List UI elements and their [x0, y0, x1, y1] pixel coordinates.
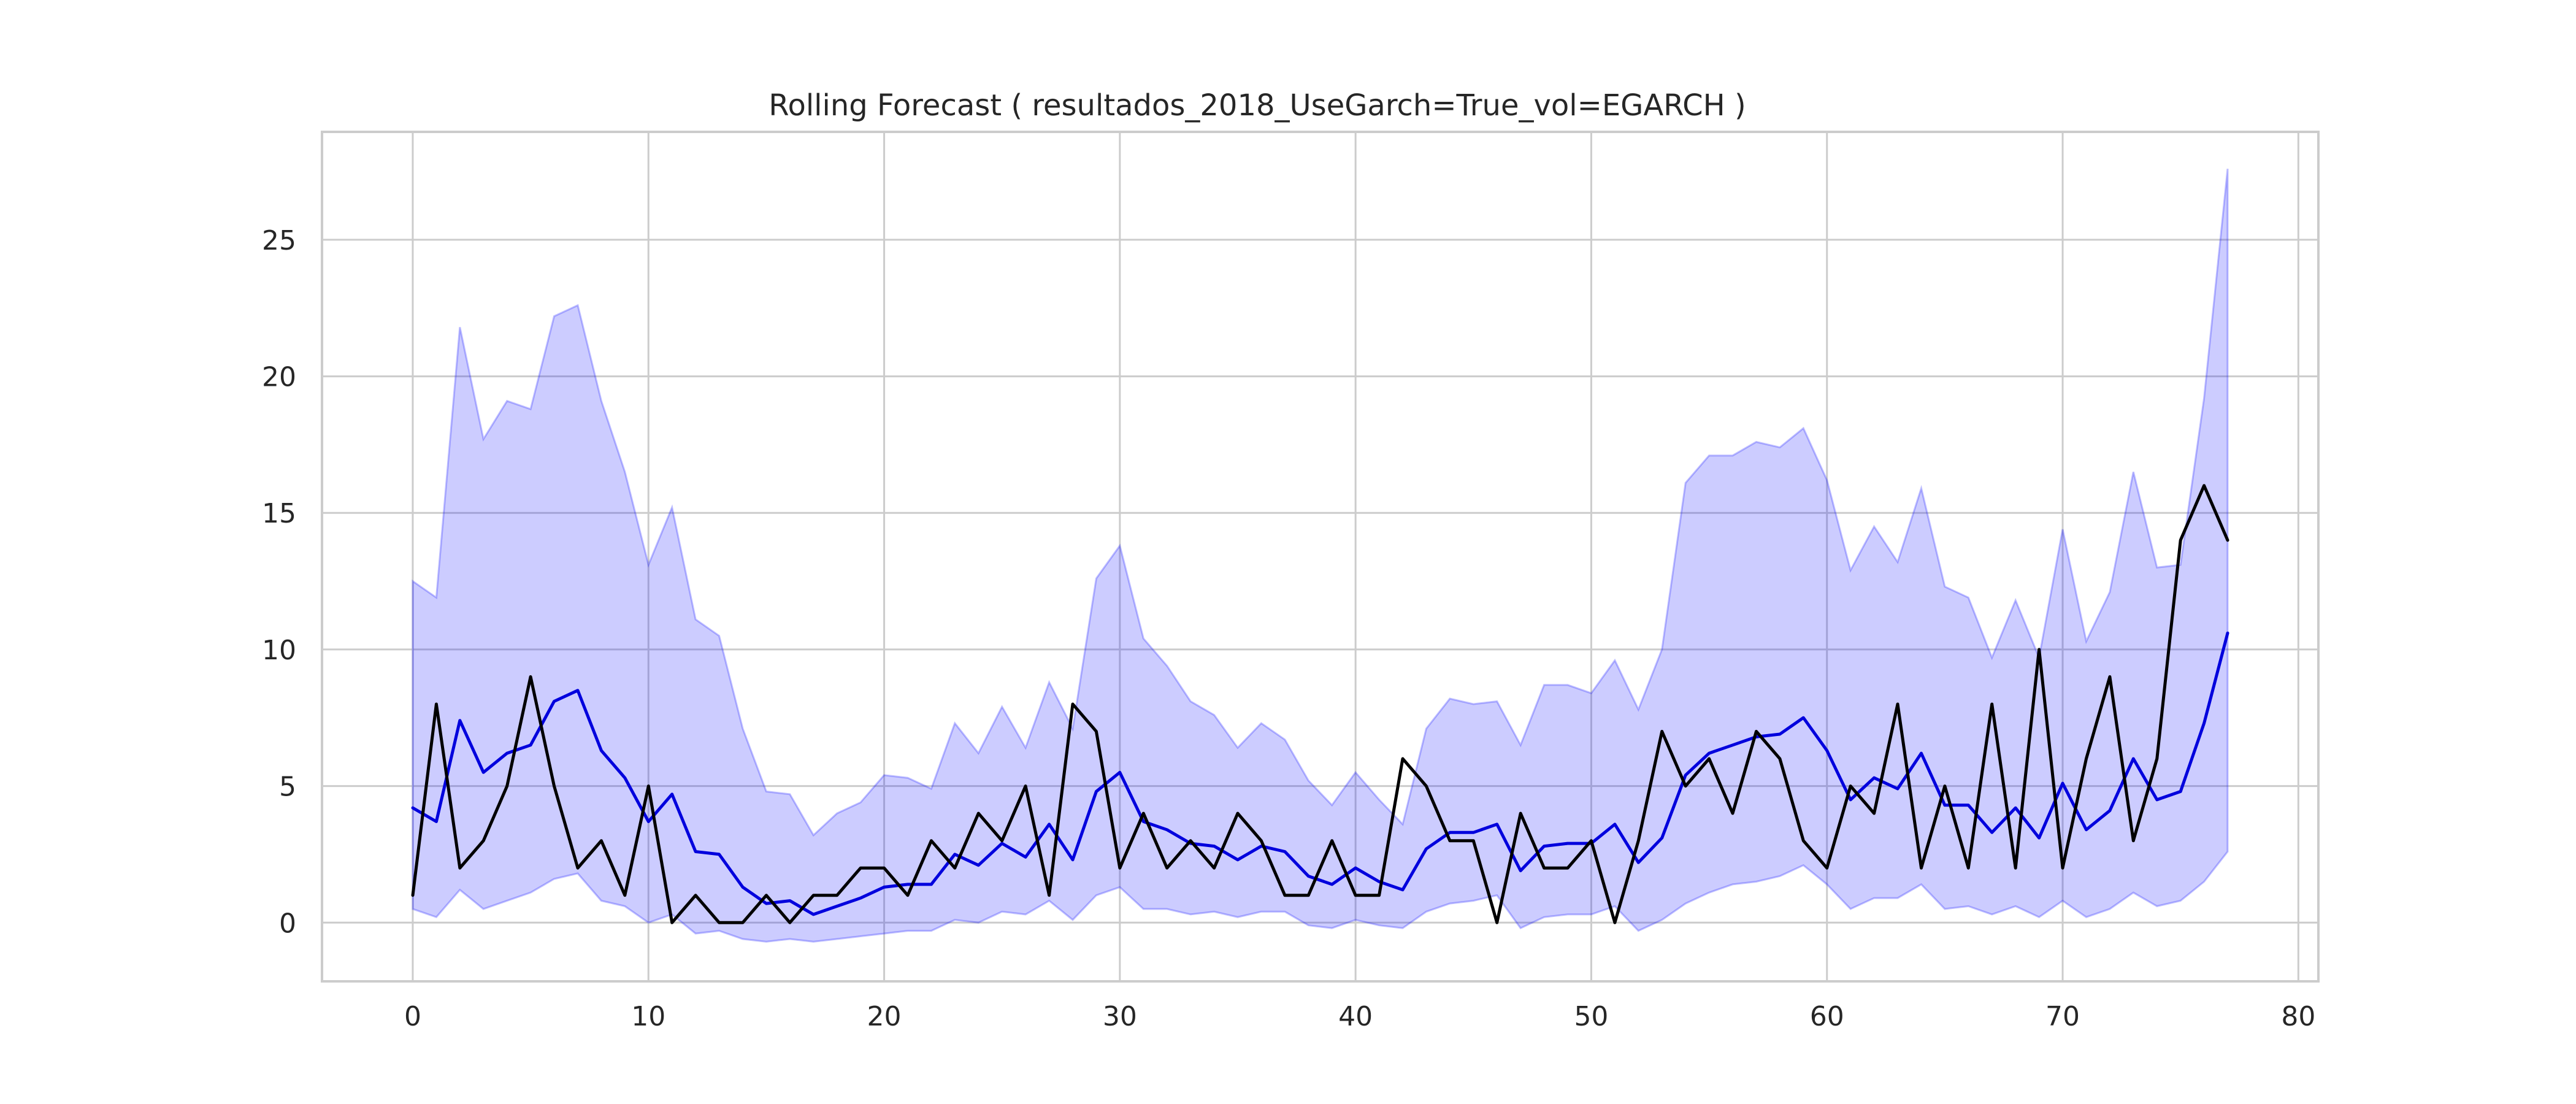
- confidence-band-layer: [412, 168, 2229, 943]
- series-layer: [411, 484, 2229, 924]
- y-tick-label: 10: [262, 635, 296, 666]
- x-tick-label: 40: [1338, 1001, 1373, 1032]
- x-tick-label: 60: [1810, 1001, 1844, 1032]
- confidence-band: [412, 168, 2229, 943]
- y-tick-label: 20: [262, 362, 296, 393]
- y-tick-label: 0: [279, 908, 296, 939]
- forecast-line: [411, 631, 2229, 916]
- grid-layer: [322, 132, 2318, 981]
- actual-line: [411, 484, 2229, 924]
- axis-layer: 0 10 20 30 40 50 60 70 80 0 5 10 15 20 25: [262, 131, 2320, 1032]
- x-tick-label: 80: [2281, 1001, 2315, 1032]
- y-tick-label: 5: [279, 772, 296, 803]
- x-tick-label: 20: [867, 1001, 902, 1032]
- x-tick-label: 10: [631, 1001, 665, 1032]
- y-tick-label: 15: [262, 498, 296, 529]
- plot-area-frame: [321, 131, 2320, 983]
- x-tick-label: 30: [1103, 1001, 1137, 1032]
- y-tick-label: 25: [262, 225, 296, 256]
- x-tick-label: 0: [404, 1001, 421, 1032]
- x-tick-label: 70: [2045, 1001, 2080, 1032]
- x-tick-label: 50: [1574, 1001, 1608, 1032]
- chart-title: Rolling Forecast ( resultados_2018_UseGa…: [769, 88, 1746, 123]
